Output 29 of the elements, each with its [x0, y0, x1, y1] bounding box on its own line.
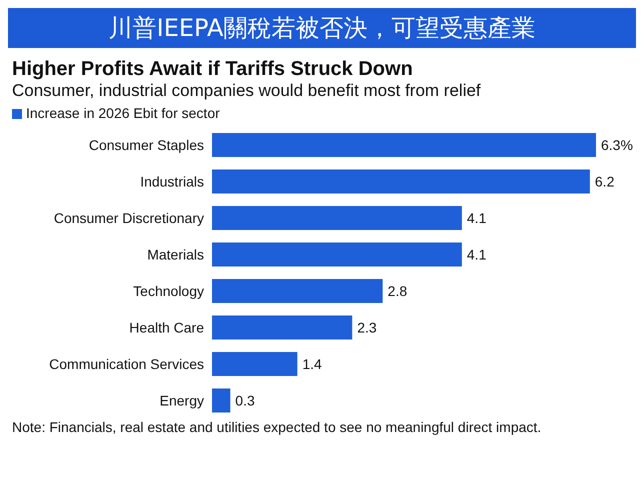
- y-tick-label: Health Care: [129, 320, 204, 336]
- text: Note: Financials, real estate and utilities expected to see no meaningful direct impact.: [12, 419, 542, 435]
- y-tick-label: Consumer Discretionary: [54, 210, 204, 226]
- data-label: 2.3: [357, 319, 377, 336]
- bar: [212, 316, 352, 340]
- bar: [212, 279, 383, 303]
- data-label: 0.3: [235, 392, 255, 408]
- bar: [212, 388, 230, 412]
- bar: [212, 170, 590, 194]
- data-label: 6.3%: [601, 136, 633, 153]
- data-label: 4.1: [466, 210, 487, 226]
- legend-label: Increase in 2026 Ebit for sector: [26, 105, 220, 121]
- chart-title: 川普IEEPA關稅若被否決，可望受惠產業: [8, 8, 636, 48]
- chart-subtitle: Higher Profits Await if Tariffs Struck Down: [12, 58, 414, 81]
- y-tick-label: Consumer Staples: [88, 137, 204, 154]
- bar: [212, 206, 462, 230]
- y-tick-label: Communication Services: [49, 356, 204, 372]
- bar: [212, 133, 596, 157]
- text: Consumer, industrial companies would benefit most from relief: [12, 81, 482, 101]
- bar: [212, 242, 462, 266]
- y-tick-label: Energy: [160, 392, 204, 409]
- y-tick-label: Industrials: [140, 174, 204, 190]
- y-tick-label: Materials: [147, 246, 204, 263]
- bar: [212, 352, 298, 376]
- y-tick-label: Technology: [133, 283, 204, 300]
- data-label: 1.4: [302, 356, 322, 372]
- data-label: 2.8: [388, 282, 408, 299]
- data-label: 4.1: [466, 246, 487, 262]
- data-label: 6.2: [594, 173, 615, 190]
